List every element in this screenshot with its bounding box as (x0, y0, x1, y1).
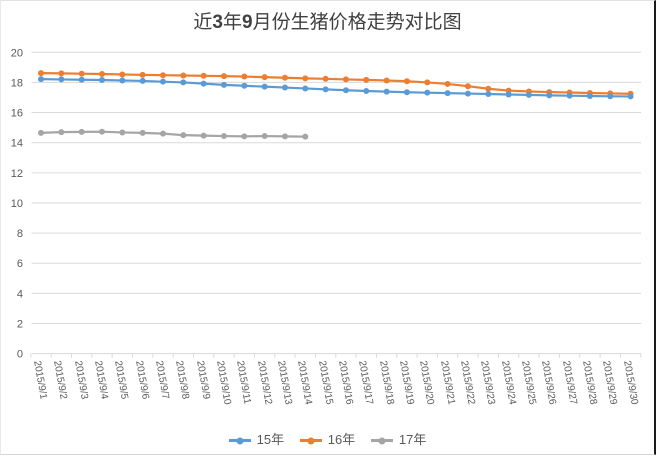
svg-text:16: 16 (11, 108, 23, 120)
svg-text:8: 8 (17, 228, 23, 240)
svg-text:2: 2 (17, 318, 23, 330)
svg-text:10: 10 (11, 198, 23, 210)
svg-text:12: 12 (11, 168, 23, 180)
svg-text:18: 18 (11, 77, 23, 89)
svg-text:0: 0 (17, 349, 23, 361)
svg-text:20: 20 (11, 47, 23, 59)
svg-text:4: 4 (17, 288, 23, 300)
svg-text:6: 6 (17, 258, 23, 270)
svg-text:14: 14 (11, 138, 23, 150)
